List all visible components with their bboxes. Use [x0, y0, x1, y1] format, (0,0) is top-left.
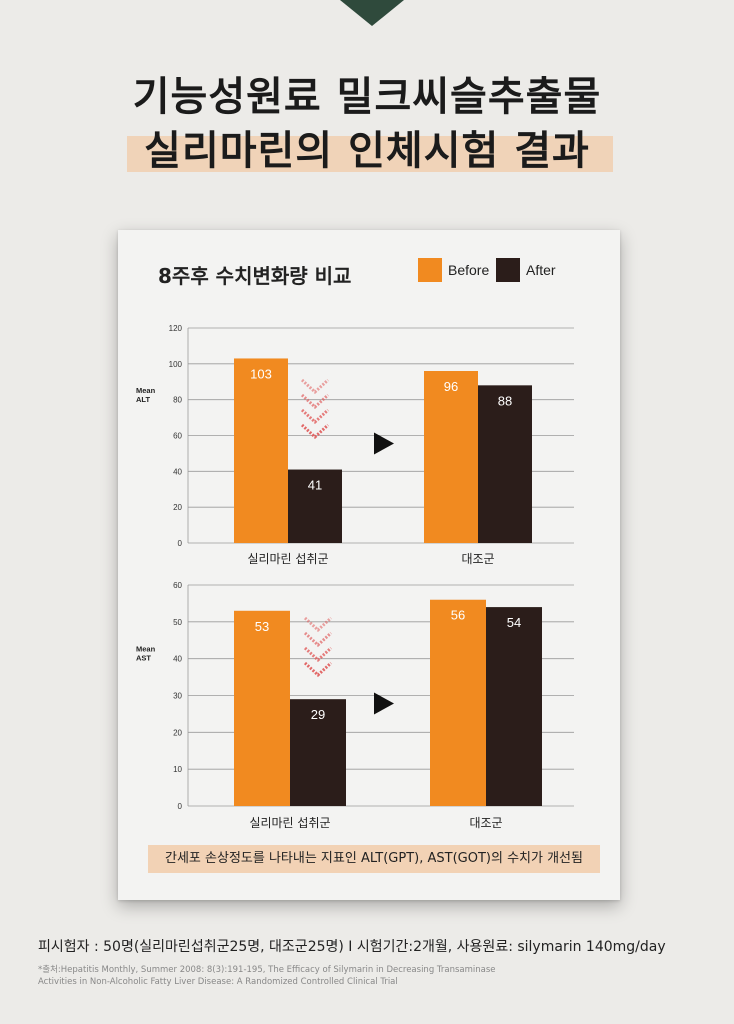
y-tick-label: 20 [173, 728, 182, 737]
legend-after: After [496, 258, 556, 282]
bar-value-label: 88 [498, 393, 512, 408]
y-tick-label: 40 [173, 467, 182, 476]
category-label: 실리마린 섭취군 [247, 552, 328, 566]
category-label: 대조군 [461, 552, 494, 566]
y-tick-label: 20 [173, 503, 182, 512]
legend-after-label: After [526, 262, 556, 278]
decrease-chevron-icon [303, 646, 333, 663]
y-tick-label: 0 [178, 802, 183, 811]
title-highlight [127, 136, 613, 172]
y-tick-label: 30 [173, 692, 182, 701]
decrease-chevron-icon [300, 423, 330, 440]
decrease-chevron-icon [303, 631, 333, 648]
source-line-2: Activities in Non-Alcoholic Fatty Liver … [38, 977, 398, 987]
y-tick-label: 80 [173, 396, 182, 405]
y-tick-label: 120 [169, 324, 183, 333]
page-title-line1: 기능성원료 밀크씨슬추출물 [132, 74, 602, 120]
legend-before-label: Before [448, 262, 490, 278]
category-label: 실리마린 섭취군 [249, 816, 330, 830]
chart-panel-2: 0 10 20 30 40 50 60 Mean AST 53 29 실리마린 섭취군 56 54 대조군 [136, 581, 574, 830]
bar-before [430, 599, 486, 806]
bar-value-label: 96 [444, 379, 458, 394]
y-tick-label: 60 [173, 581, 182, 590]
bar-before [234, 610, 290, 806]
decrease-chevron-icon [300, 378, 330, 395]
legend-before-swatch [418, 258, 442, 282]
page-title-line2: 실리마린의 인체시험 결과 [144, 128, 590, 174]
legend-after-swatch [496, 258, 520, 282]
source-line-1: *출처:Hepatitis Monthly, Summer 2008: 8(3)… [38, 965, 496, 975]
bar-before [424, 371, 478, 543]
bar-after [290, 699, 346, 806]
y-tick-label: 40 [173, 655, 182, 664]
card-title: 8주후 수치변화량 비교 [158, 264, 352, 288]
play-arrow-icon [374, 432, 394, 455]
bar-value-label: 103 [250, 366, 272, 381]
y-axis-label: Mean AST [136, 645, 156, 663]
y-tick-label: 0 [178, 539, 183, 548]
top-triangle-marker [340, 0, 404, 26]
y-tick-label: 10 [173, 765, 182, 774]
bar-value-label: 41 [308, 478, 322, 493]
y-tick-label: 60 [173, 432, 182, 441]
y-axis-label: Mean ALT [136, 386, 156, 404]
y-tick-label: 50 [173, 618, 182, 627]
bar-value-label: 29 [311, 707, 325, 722]
category-label: 대조군 [469, 816, 502, 830]
subjects-info: 피시험자 : 50명(실리마린섭취군25명, 대조군25명) I 시험기간:2개… [38, 939, 666, 955]
bar-before [234, 358, 288, 543]
bar-after [478, 385, 532, 543]
decrease-chevron-icon [300, 393, 330, 410]
decrease-chevron-icon [303, 661, 333, 678]
decrease-chevron-icon [303, 616, 333, 633]
legend-before: Before [418, 258, 489, 282]
source-citation: *출처:Hepatitis Monthly, Summer 2008: 8(3)… [38, 964, 598, 988]
bar-value-label: 54 [507, 615, 521, 630]
bar-after [288, 469, 342, 543]
bar-after [486, 607, 542, 806]
bar-value-label: 56 [451, 608, 465, 623]
y-tick-label: 100 [169, 360, 183, 369]
decrease-chevron-icon [300, 408, 330, 425]
play-arrow-icon [374, 692, 394, 715]
chart-panel-1: 0 20 40 60 80 100 120 Mean ALT 103 41 실리마린 섭취군 96 88 대… [136, 324, 574, 566]
bar-value-label: 53 [255, 619, 269, 634]
results-card: 8주후 수치변화량 비교 Before After 0 20 40 60 80 100 12… [118, 230, 620, 900]
caption-bar: 간세포 손상정도를 나타내는 지표인 ALT(GPT), AST(GOT)의 수… [148, 845, 600, 873]
